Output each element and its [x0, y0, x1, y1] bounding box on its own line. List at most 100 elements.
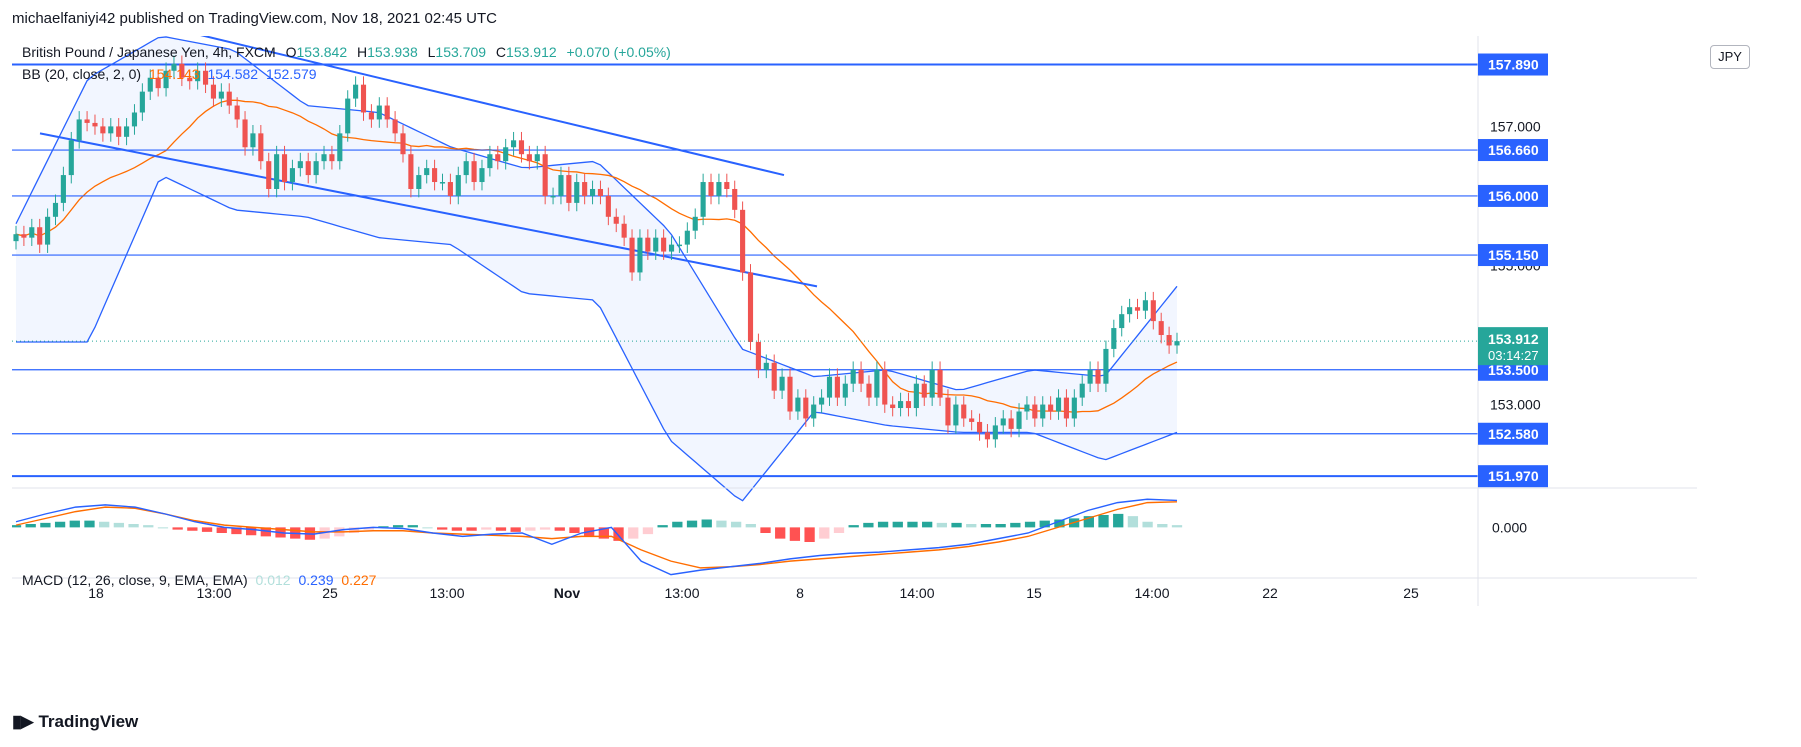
candle-body: [1024, 404, 1030, 412]
candle-body: [700, 182, 706, 217]
candle-body: [68, 140, 74, 176]
macd-hist-bar: [363, 527, 374, 530]
candle-body: [171, 63, 177, 71]
macd-hist-bar: [495, 527, 507, 531]
macd-hist-bar: [539, 527, 551, 530]
tradingview-brand[interactable]: ▮▶ TradingView: [12, 712, 138, 732]
candle-body: [574, 182, 580, 203]
macd-hist-bar: [892, 521, 903, 528]
candle-body: [337, 133, 343, 162]
brand-label: TradingView: [38, 712, 139, 731]
candle-body: [155, 77, 161, 89]
macd-hist-bar: [672, 521, 683, 528]
macd-hist-bar: [1157, 524, 1168, 528]
macd-hist-bar: [980, 524, 992, 528]
candle-body: [795, 397, 801, 412]
macd-hist-bar: [1039, 520, 1050, 528]
candle-body: [645, 237, 651, 252]
macd-hist-bar: [128, 524, 139, 528]
bb-upper-line: [15, 36, 1178, 391]
candle-body: [1150, 300, 1156, 322]
macd-hist-bar: [481, 527, 492, 530]
candle-body: [1008, 418, 1014, 429]
level-label-text: 157.890: [1488, 57, 1539, 73]
time-tick-label: 13:00: [429, 585, 464, 601]
chart-canvas[interactable]: 157.000156.000155.000153.000157.890156.6…: [12, 36, 1697, 696]
macd-hist-bar: [1171, 525, 1183, 528]
candle-body: [131, 112, 138, 127]
time-tick-label: 25: [322, 585, 338, 601]
candle-body: [210, 84, 217, 99]
macd-hist-bar: [99, 521, 110, 528]
candle-body: [882, 369, 888, 405]
candle-body: [732, 188, 738, 210]
candle-body: [392, 119, 398, 134]
candle-body: [463, 161, 469, 176]
candle-body: [621, 223, 627, 238]
macd-hist-bar: [966, 524, 977, 528]
macd-hist-bar: [907, 521, 918, 528]
currency-badge[interactable]: JPY: [1710, 45, 1750, 69]
macd-hist-bar: [451, 527, 463, 531]
macd-hist-bar: [995, 524, 1006, 528]
candle-body: [1016, 411, 1022, 429]
candle-body: [447, 182, 453, 196]
candle-body: [1134, 307, 1141, 311]
current-price-text: 153.912: [1488, 331, 1539, 347]
macd-hist-bar: [1054, 519, 1065, 528]
candle-body: [684, 230, 690, 245]
candle-body: [929, 369, 935, 398]
macd-hist-bar: [187, 527, 198, 531]
candle-body: [1158, 321, 1164, 336]
candle-body: [376, 105, 382, 120]
time-tick-label: 8: [796, 585, 804, 601]
time-tick-label: 18: [88, 585, 104, 601]
macd-hist-bar: [613, 527, 624, 541]
candle-body: [187, 77, 193, 82]
macd-hist-bar: [760, 527, 771, 533]
macd-hist-bar: [730, 521, 742, 528]
candle-body: [961, 404, 967, 419]
price-pane: [12, 36, 1478, 502]
candle-body: [779, 376, 785, 391]
level-label-text: 153.500: [1488, 362, 1539, 378]
candle-body: [597, 188, 604, 196]
macd-hist-bar: [863, 522, 874, 528]
time-tick-label: 13:00: [664, 585, 699, 601]
candle-body: [582, 182, 588, 196]
candle-body: [953, 404, 959, 426]
time-tick-label: 14:00: [1134, 585, 1169, 601]
bb-lower-value: 152.579: [265, 66, 317, 82]
time-tick-label: 15: [1026, 585, 1042, 601]
candle-body: [1087, 369, 1093, 384]
candle-body: [124, 126, 130, 137]
macd-hist-bar: [819, 527, 830, 539]
candle-body: [1055, 397, 1062, 412]
macd-hist-bar: [437, 527, 448, 530]
candle-body: [218, 91, 224, 99]
candle-body: [842, 383, 848, 398]
macd-hist-bar: [392, 525, 404, 528]
level-label-box: [1478, 465, 1548, 488]
time-tick-label: 14:00: [899, 585, 934, 601]
macd-hist-bar: [716, 520, 727, 528]
candle-body: [108, 126, 114, 134]
bb-basis-line: [15, 99, 1178, 413]
candle-body: [116, 126, 122, 137]
candle-body: [360, 84, 367, 113]
candle-body: [274, 154, 280, 189]
macd-hist-bar: [113, 522, 125, 528]
candle-body: [1174, 341, 1180, 346]
ohlc-high-label: H: [357, 44, 368, 60]
candle-body: [518, 140, 525, 155]
macd-hist-bar: [598, 527, 609, 539]
candle-body: [898, 401, 904, 409]
candle-body: [353, 84, 359, 99]
candle-body: [708, 182, 714, 196]
macd-hist-bar: [642, 527, 654, 535]
price-tick-label: 153.000: [1490, 397, 1541, 413]
candle-body: [984, 432, 991, 440]
level-label-box: [1478, 244, 1548, 267]
macd-hist-bar: [143, 525, 154, 528]
candle-body: [1000, 418, 1006, 426]
